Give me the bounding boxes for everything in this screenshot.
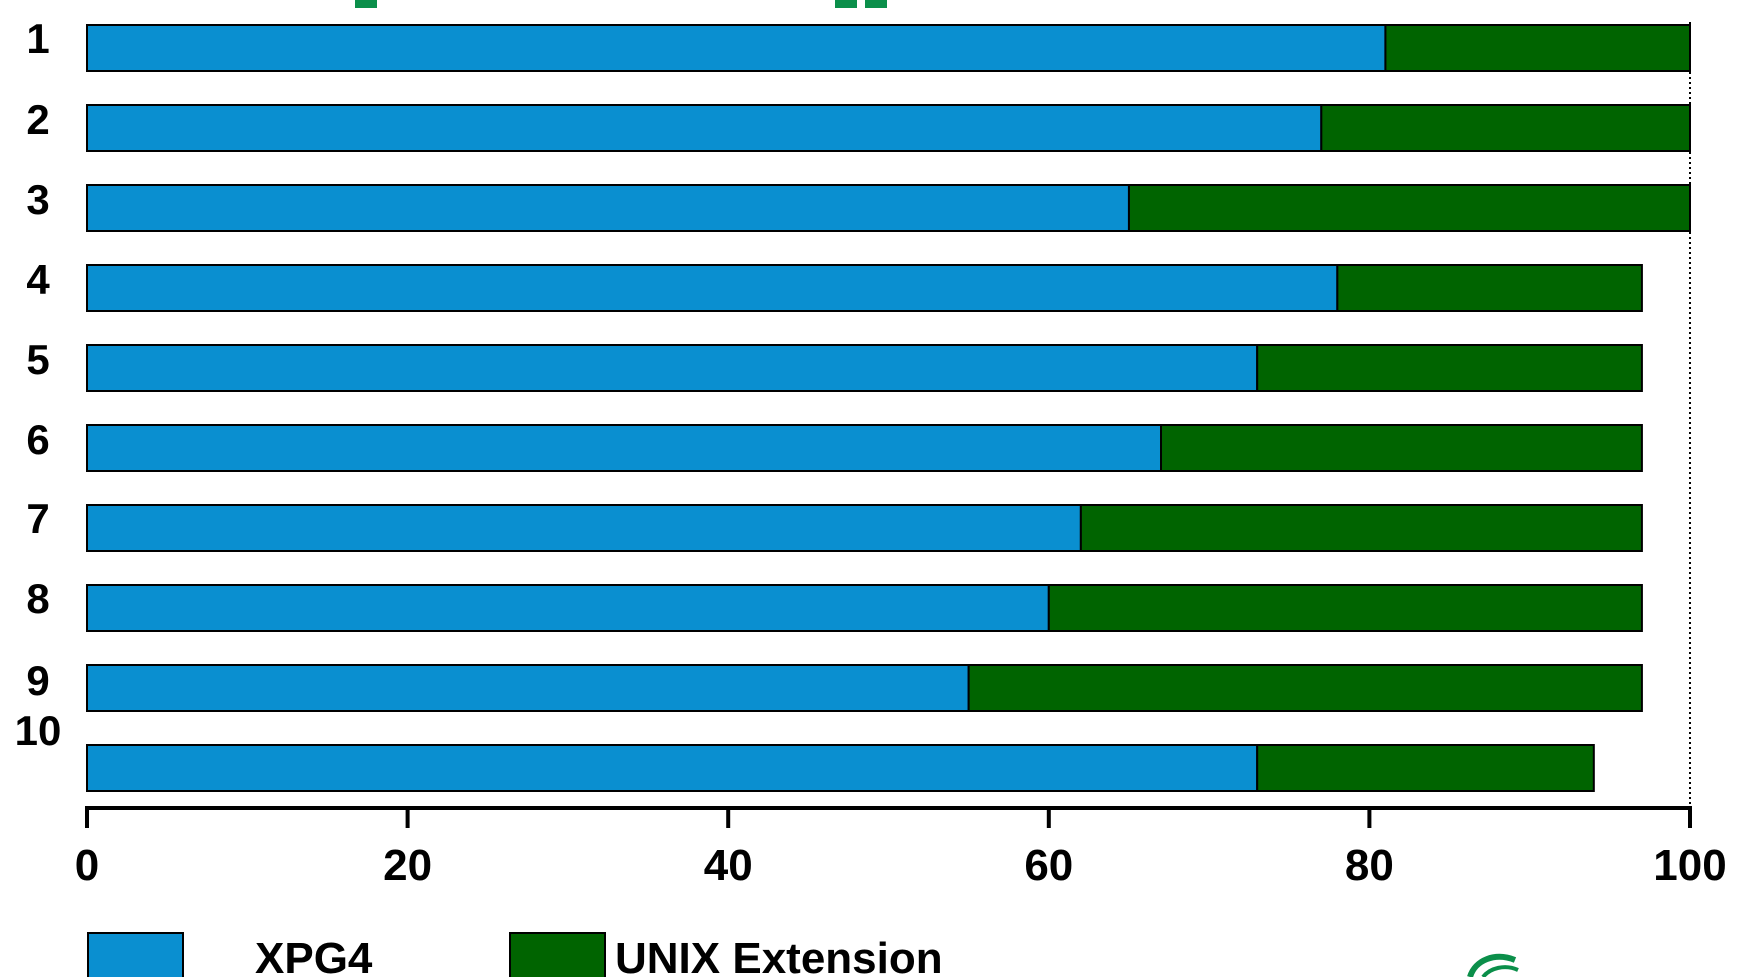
bar-unix-extension-row-7 [1079, 504, 1643, 552]
bar-unix-extension-row-6 [1160, 424, 1643, 472]
bar-unix-extension-row-3 [1127, 184, 1691, 232]
row-label-2: 2 [26, 96, 49, 143]
legend-swatch-xpg4 [87, 932, 184, 977]
bar-unix-extension-row-4 [1336, 264, 1643, 312]
bar-xpg4-row-8 [86, 584, 1050, 632]
bar-unix-extension-row-5 [1256, 344, 1643, 392]
x-tick-label-40: 40 [704, 841, 753, 890]
row-label-3: 3 [26, 176, 49, 223]
bars [86, 24, 1692, 792]
bar-xpg4-row-9 [86, 664, 970, 712]
bar-unix-extension-row-8 [1047, 584, 1643, 632]
bar-unix-extension-row-9 [967, 664, 1643, 712]
row-label-4: 4 [26, 256, 50, 303]
bar-xpg4-row-6 [86, 424, 1163, 472]
bar-xpg4-row-7 [86, 504, 1082, 552]
bar-unix-extension-row-2 [1320, 104, 1692, 152]
cropped-title-fragment [355, 0, 887, 8]
legend-label-xpg4: XPG4 [255, 934, 373, 977]
row-label-7: 7 [26, 495, 49, 542]
bar-xpg4-row-4 [86, 264, 1339, 312]
bar-xpg4-row-3 [86, 184, 1130, 232]
row-label-1: 1 [26, 15, 49, 62]
bar-xpg4-row-2 [86, 104, 1323, 152]
logo-swirl-icon [1467, 953, 1519, 977]
x-tick-label-60: 60 [1024, 841, 1073, 890]
bar-unix-extension-row-1 [1384, 24, 1692, 72]
bar-xpg4-row-1 [86, 24, 1387, 72]
row-label-8: 8 [26, 575, 49, 622]
bar-xpg4-row-5 [86, 344, 1259, 392]
x-axis-ticks: 0 20 40 60 80 100 [75, 806, 1727, 890]
legend-swatch-unix-extension [509, 932, 606, 977]
row-label-10: 10 [15, 707, 62, 754]
row-label-9: 9 [26, 657, 49, 704]
x-tick-label-80: 80 [1345, 841, 1394, 890]
row-label-5: 5 [26, 336, 49, 383]
bar-xpg4-row-10 [86, 744, 1259, 792]
legend: XPG4 UNIX Extension [87, 932, 943, 977]
x-tick-label-100: 100 [1653, 841, 1726, 890]
bar-unix-extension-row-10 [1256, 744, 1595, 792]
legend-label-unix-extension: UNIX Extension [615, 934, 943, 977]
row-label-6: 6 [26, 416, 49, 463]
x-tick-label-20: 20 [383, 841, 432, 890]
x-tick-label-0: 0 [75, 841, 99, 890]
row-labels: 1 2 3 4 5 6 7 8 910 [15, 15, 62, 754]
